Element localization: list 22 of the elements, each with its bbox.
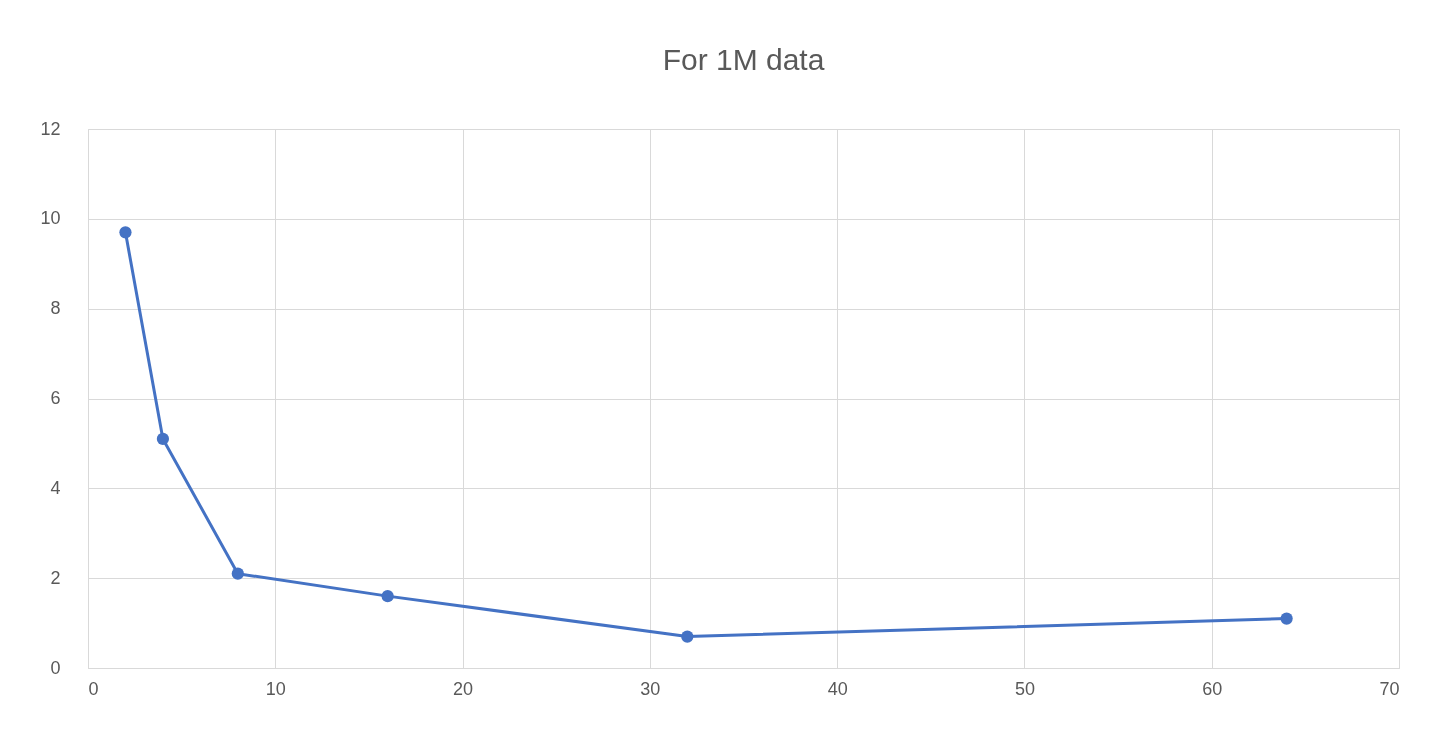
point — [681, 630, 694, 643]
x-tick-label: 0 — [88, 678, 99, 699]
x-tick-label: 20 — [453, 678, 474, 699]
x-tick-label: 60 — [1202, 678, 1223, 699]
x-tick-label: 40 — [827, 678, 848, 699]
point — [156, 432, 170, 446]
x-tick-label: 70 — [1379, 678, 1400, 699]
y-tick-label: 12 — [40, 118, 61, 139]
y-tick-label: 8 — [50, 298, 61, 319]
x-tick-label: 30 — [640, 678, 661, 699]
y-tick-label: 2 — [50, 567, 61, 588]
x-tick-label: 10 — [265, 678, 286, 699]
y-tick-label: 6 — [50, 388, 61, 408]
chart-title: For 1M data — [662, 43, 825, 76]
y-tick-label: 4 — [50, 477, 61, 498]
point — [381, 590, 394, 603]
y-tick-label: 0 — [50, 657, 61, 678]
point — [1280, 612, 1293, 625]
x-tick-label: 50 — [1014, 678, 1035, 699]
point — [231, 567, 244, 580]
y-tick-label: 10 — [40, 208, 61, 229]
point — [119, 226, 132, 239]
